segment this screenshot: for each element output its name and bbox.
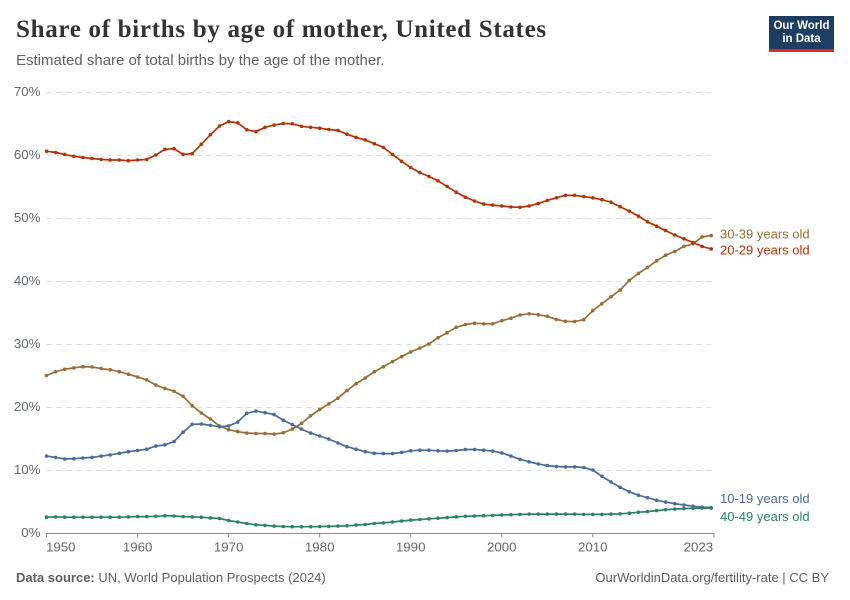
svg-text:60%: 60% xyxy=(14,147,41,162)
svg-text:30%: 30% xyxy=(14,336,41,351)
svg-text:2023: 2023 xyxy=(684,540,714,555)
svg-text:40%: 40% xyxy=(14,273,41,288)
svg-text:20-29 years old: 20-29 years old xyxy=(720,243,810,258)
svg-text:40-49 years old: 40-49 years old xyxy=(720,509,810,524)
svg-text:1950: 1950 xyxy=(46,540,76,555)
svg-text:0%: 0% xyxy=(21,525,40,540)
svg-text:20%: 20% xyxy=(14,399,41,414)
svg-text:50%: 50% xyxy=(14,210,41,225)
svg-text:1970: 1970 xyxy=(214,540,244,555)
svg-text:2010: 2010 xyxy=(578,540,608,555)
svg-text:1960: 1960 xyxy=(123,540,153,555)
svg-text:70%: 70% xyxy=(14,84,41,99)
svg-text:2000: 2000 xyxy=(487,540,517,555)
svg-text:10-19 years old: 10-19 years old xyxy=(720,491,810,506)
svg-text:30-39 years old: 30-39 years old xyxy=(720,227,810,242)
svg-text:10%: 10% xyxy=(14,462,41,477)
svg-text:1980: 1980 xyxy=(305,540,335,555)
svg-text:1990: 1990 xyxy=(396,540,426,555)
